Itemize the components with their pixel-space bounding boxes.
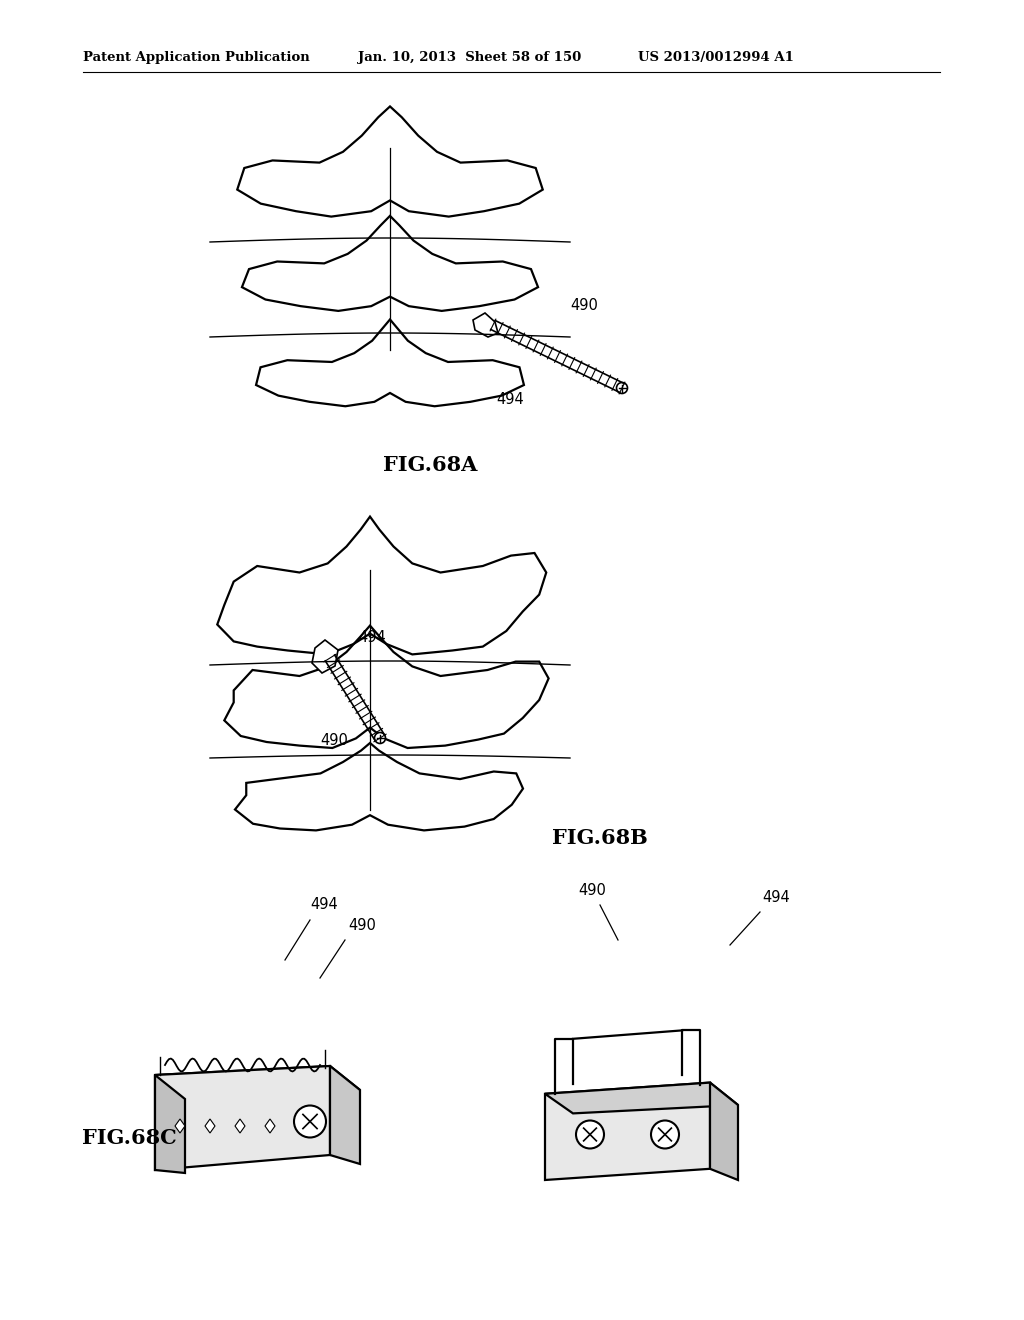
Polygon shape (234, 1119, 245, 1133)
Text: 494: 494 (310, 898, 338, 912)
Polygon shape (155, 1074, 185, 1173)
Polygon shape (175, 1119, 185, 1133)
Polygon shape (265, 1119, 275, 1133)
Text: 494: 494 (762, 890, 790, 906)
Text: FIG.68A: FIG.68A (383, 455, 477, 475)
Polygon shape (545, 1082, 710, 1180)
Polygon shape (205, 1119, 215, 1133)
Circle shape (294, 1106, 326, 1138)
Polygon shape (710, 1082, 738, 1180)
Text: 494: 494 (496, 392, 524, 408)
Circle shape (575, 1121, 604, 1148)
Text: US 2013/0012994 A1: US 2013/0012994 A1 (638, 51, 794, 65)
Circle shape (616, 383, 628, 393)
Polygon shape (155, 1067, 360, 1100)
Text: 494: 494 (358, 631, 386, 645)
Text: 490: 490 (570, 297, 598, 313)
Polygon shape (473, 313, 498, 337)
Circle shape (651, 1121, 679, 1148)
Text: 490: 490 (348, 917, 376, 933)
Text: 490: 490 (319, 733, 348, 748)
Text: 490: 490 (578, 883, 606, 898)
Text: FIG.68C: FIG.68C (82, 1129, 177, 1148)
Text: Jan. 10, 2013  Sheet 58 of 150: Jan. 10, 2013 Sheet 58 of 150 (358, 51, 582, 65)
Polygon shape (295, 1119, 305, 1133)
Polygon shape (312, 640, 338, 673)
Circle shape (375, 733, 385, 743)
Polygon shape (330, 1067, 360, 1164)
Polygon shape (545, 1082, 738, 1113)
Text: Patent Application Publication: Patent Application Publication (83, 51, 309, 65)
Text: FIG.68B: FIG.68B (552, 828, 648, 847)
Polygon shape (155, 1067, 330, 1170)
